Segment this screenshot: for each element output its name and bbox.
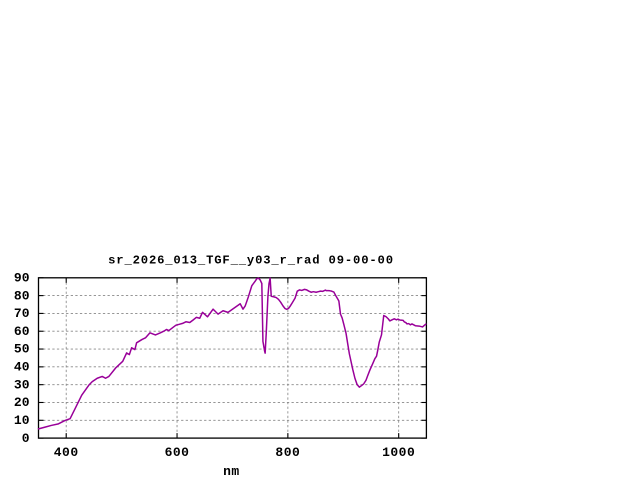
svg-text:90: 90 [14, 271, 30, 286]
svg-text:30: 30 [14, 377, 30, 392]
svg-text:sr_2026_013_TGF__y03_r_rad 09-: sr_2026_013_TGF__y03_r_rad 09-00-00 [108, 254, 394, 268]
svg-text:1000: 1000 [382, 445, 415, 460]
svg-text:nm: nm [223, 464, 240, 479]
svg-text:600: 600 [165, 445, 190, 460]
svg-text:60: 60 [14, 324, 30, 339]
svg-text:70: 70 [14, 306, 30, 321]
svg-text:50: 50 [14, 342, 30, 357]
svg-text:800: 800 [275, 445, 300, 460]
svg-text:20: 20 [14, 395, 30, 410]
svg-text:0: 0 [22, 431, 30, 446]
svg-text:40: 40 [14, 360, 30, 375]
svg-text:80: 80 [14, 288, 30, 303]
svg-text:10: 10 [14, 413, 30, 428]
svg-text:400: 400 [54, 445, 79, 460]
